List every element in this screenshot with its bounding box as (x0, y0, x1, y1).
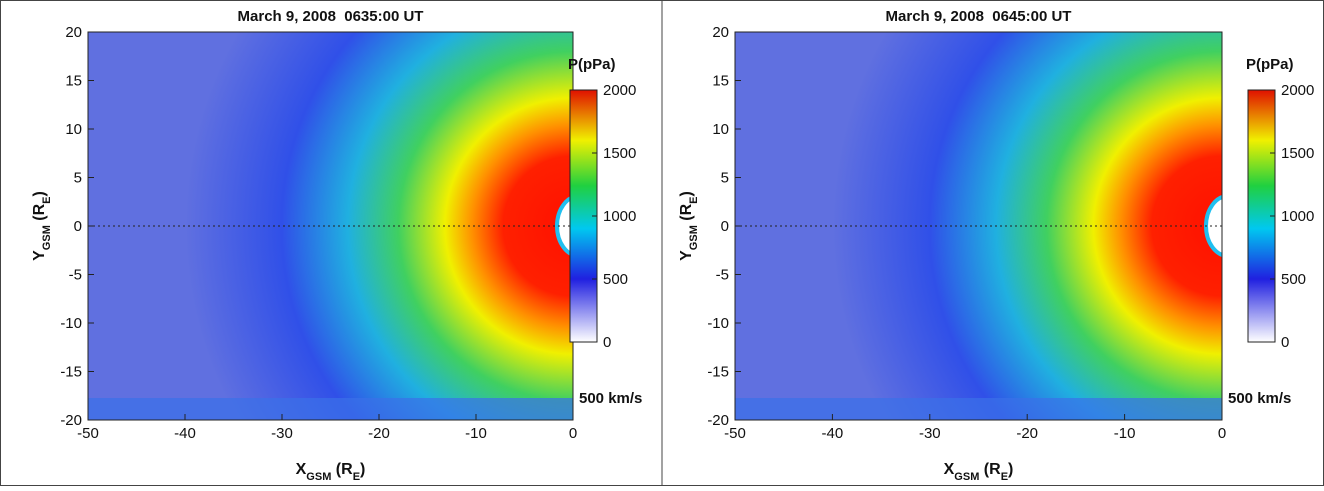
pressure-map (735, 32, 1222, 420)
x-tick-label: -50 (77, 425, 99, 442)
colorbar-tick-label: 0 (603, 334, 611, 351)
y-tick-label: 10 (712, 121, 729, 138)
x-axis-label-part: GSM (954, 471, 979, 483)
y-tick-label: -15 (60, 364, 82, 381)
x-tick-label: -50 (724, 425, 746, 442)
colorbar-tick-label: 0 (1281, 334, 1289, 351)
colorbar-tick-label: 1000 (603, 208, 636, 225)
colorbar-tick-label: 2000 (603, 82, 636, 99)
colorbar-tick-label: 500 (603, 271, 628, 288)
y-axis-label-part: Y (31, 250, 48, 261)
x-axis-label-part: (R (331, 461, 353, 478)
panel-title: March 9, 2008 0645:00 UT (886, 8, 1072, 25)
x-tick-label: -30 (919, 425, 941, 442)
colorbar-tick-label: 1500 (1281, 145, 1314, 162)
pressure-field (735, 32, 1222, 420)
y-tick-label: 5 (721, 170, 729, 187)
y-tick-label: -20 (60, 412, 82, 429)
x-tick-label: -20 (368, 425, 390, 442)
x-tick-label: -20 (1016, 425, 1038, 442)
y-axis-label-part: ) (678, 191, 695, 196)
x-tick-label: 0 (569, 425, 577, 442)
y-tick-label: 0 (721, 218, 729, 235)
y-tick-label: 20 (712, 24, 729, 41)
panel-title: March 9, 2008 0635:00 UT (238, 8, 424, 25)
x-axis-label-part: ) (360, 461, 365, 478)
scale-label: 500 km/s (1228, 390, 1291, 407)
y-tick-label: 0 (74, 218, 82, 235)
x-tick-label: -10 (1114, 425, 1136, 442)
pressure-map (88, 32, 573, 420)
y-axis-label-part: E (688, 196, 700, 203)
sheath-band (88, 398, 573, 420)
y-axis-label-part: E (41, 196, 53, 203)
x-axis-label-part: GSM (306, 471, 331, 483)
x-axis-label-part: E (1001, 471, 1008, 483)
y-axis-label-part: Y (678, 250, 695, 261)
x-axis-label: XGSM (RE) (944, 461, 1014, 483)
y-tick-label: -10 (60, 315, 82, 332)
x-axis-label: XGSM (RE) (296, 461, 366, 483)
x-axis-label-part: (R (979, 461, 1001, 478)
y-axis-label-part: ) (31, 191, 48, 196)
y-tick-label: 20 (65, 24, 82, 41)
y-axis-label-part: (R (31, 203, 48, 225)
x-tick-label: 0 (1218, 425, 1226, 442)
y-tick-label: 15 (65, 73, 82, 90)
y-tick-label: 15 (712, 73, 729, 90)
sheath-band (735, 398, 1222, 420)
y-axis-label-part: GSM (41, 225, 53, 250)
y-axis-label-part: GSM (688, 225, 700, 250)
y-axis-label: YGSM (RE) (678, 191, 700, 261)
x-axis-label-part: X (296, 461, 307, 478)
pressure-field (88, 32, 573, 420)
scale-label: 500 km/s (579, 390, 642, 407)
colorbar-tick-label: 1500 (603, 145, 636, 162)
x-tick-label: -40 (174, 425, 196, 442)
y-tick-label: -10 (707, 315, 729, 332)
y-tick-label: -5 (69, 267, 82, 284)
y-tick-label: -20 (707, 412, 729, 429)
x-tick-label: -30 (271, 425, 293, 442)
y-tick-label: -5 (716, 267, 729, 284)
earth-hole (1204, 195, 1222, 257)
colorbar-tick-label: 2000 (1281, 82, 1314, 99)
colorbar-label: P(pPa) (568, 56, 616, 73)
x-axis-label-part: X (944, 461, 955, 478)
x-tick-label: -10 (465, 425, 487, 442)
y-tick-label: -15 (707, 364, 729, 381)
colorbar-tick-label: 1000 (1281, 208, 1314, 225)
y-axis-label-part: (R (678, 203, 695, 225)
colorbar-label: P(pPa) (1246, 56, 1294, 73)
y-tick-label: 5 (74, 170, 82, 187)
earth-hole (555, 195, 573, 257)
x-axis-label-part: ) (1008, 461, 1013, 478)
y-tick-label: 10 (65, 121, 82, 138)
x-tick-label: -40 (822, 425, 844, 442)
y-axis-label: YGSM (RE) (31, 191, 53, 261)
x-axis-label-part: E (353, 471, 360, 483)
colorbar-tick-label: 500 (1281, 271, 1306, 288)
